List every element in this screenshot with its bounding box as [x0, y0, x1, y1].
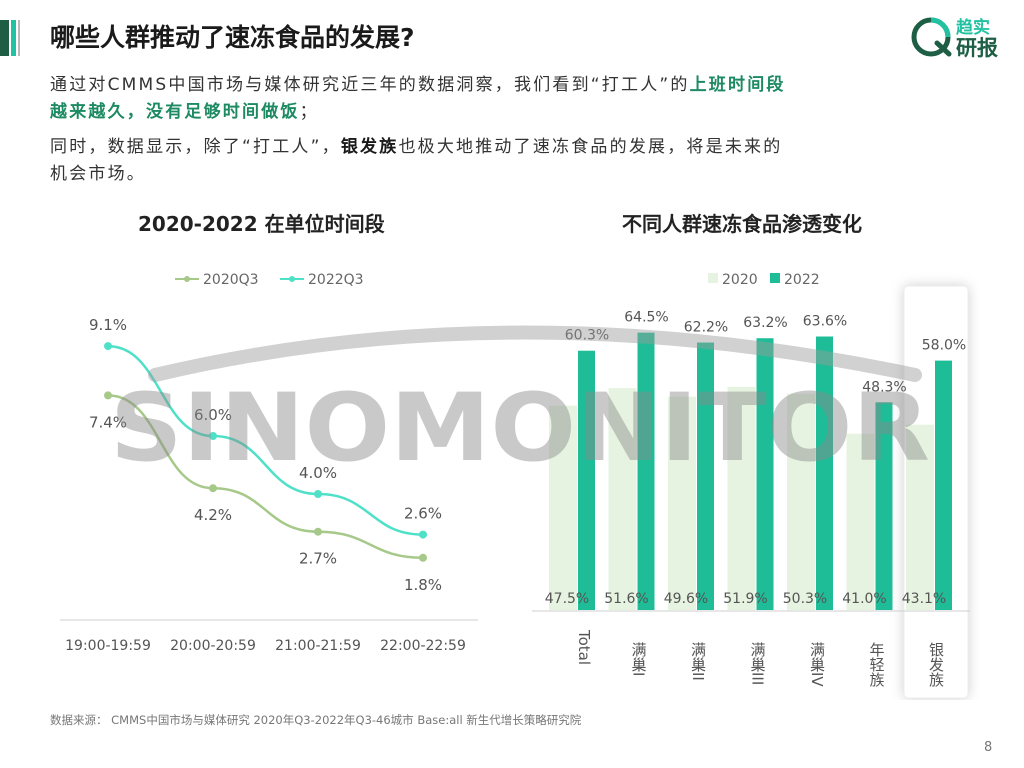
data-label-2020: 51.9%	[723, 591, 767, 607]
data-label-2020: 41.0%	[842, 591, 886, 607]
bar-2022	[875, 402, 893, 610]
series-line-2022Q3	[107, 344, 424, 536]
data-source-note: 数据来源： CMMS中国市场与媒体研究 2020年Q3-2022年Q3-46城市…	[50, 713, 582, 727]
para1-highlight-2: 越来越久，没有足够时间做饭	[50, 102, 300, 122]
legend-swatch-2022	[770, 273, 780, 283]
bar-2022	[935, 360, 952, 610]
x-tick-label: 银发族	[927, 642, 945, 688]
x-tick-label: 满巢II	[689, 642, 707, 681]
data-point-2020Q3	[314, 527, 322, 536]
data-label-2022: 60.3%	[565, 328, 609, 344]
bar-2020	[727, 386, 756, 610]
para2-highlight: 银发族	[340, 137, 399, 157]
data-point-2022Q3	[209, 432, 217, 440]
line-chart: 2020Q3 2022Q3 19:00-19:59 20:00-20:59 21:00-…	[60, 272, 478, 654]
x-tick-label: 年轻族	[868, 642, 886, 688]
data-label-2022Q3: 4.0%	[299, 464, 337, 482]
legend-label-2022Q3: 2022Q3	[308, 272, 364, 288]
x-tick-label: 19:00-19:59	[65, 638, 151, 654]
para1-highlight: 上班时间段	[689, 75, 786, 95]
data-label-2020Q3: 2.7%	[299, 550, 337, 568]
data-point-2022Q3	[314, 490, 322, 498]
para1-text: 通过对CMMS中国市场与媒体研究近三年的数据洞察，我们看到“打工人”的	[50, 75, 690, 95]
data-label-2022: 63.6%	[803, 314, 847, 330]
data-label-2022: 62.2%	[684, 320, 728, 336]
legend-label-2022: 2022	[784, 272, 820, 288]
logo-line1: 趋实	[956, 17, 990, 38]
bar-2020	[549, 405, 577, 610]
legend-label-2020: 2020	[722, 272, 758, 288]
title-accent-bar	[0, 20, 20, 56]
data-point-2022Q3	[104, 342, 112, 351]
para2-line2: 机会市场。	[50, 164, 146, 184]
paragraph-silver: 同时，数据显示，除了“打工人”，银发族也极大地推动了速冻食品的发展，将是未来的 …	[50, 134, 980, 188]
bar-chart: 2020 2022 47.5% 60.3% Total 51.6% 64.5% 满巢I 49.6…	[532, 272, 970, 699]
data-label-2020Q3: 4.2%	[194, 506, 232, 524]
data-label-2020: 47.5%	[545, 591, 589, 607]
bar-2020	[608, 388, 637, 610]
x-tick-label: 满巢I	[630, 642, 648, 676]
bar-2022	[578, 350, 595, 610]
data-label-2022: 58.0%	[922, 338, 966, 354]
x-tick-label: Total	[575, 629, 593, 665]
data-label-2022Q3: 6.0%	[194, 406, 232, 424]
bar-chart-title: 不同人群速冻食品渗透变化	[622, 212, 862, 236]
data-label-2020: 49.6%	[664, 591, 708, 607]
legend-swatch-2020	[708, 273, 718, 283]
page-title: 哪些人群推动了速冻食品的发展?	[50, 23, 415, 52]
data-point-2022Q3	[419, 530, 427, 539]
page-number: 8	[984, 740, 993, 755]
x-tick-label: 22:00-22:59	[380, 638, 466, 654]
data-label-2020: 43.1%	[902, 591, 946, 607]
data-point-2020Q3	[209, 484, 217, 493]
data-label-2022: 48.3%	[862, 379, 906, 395]
paragraph-workers: 通过对CMMS中国市场与媒体研究近三年的数据洞察，我们看到“打工人”的上班时间段…	[50, 72, 980, 126]
para2-text-2: 也极大地推动了速冻食品的发展，将是未来的	[398, 137, 783, 157]
bar-2020	[668, 396, 696, 610]
x-tick-label: 满巢IV	[808, 642, 826, 687]
data-label-2022Q3: 2.6%	[404, 505, 442, 523]
data-point-2020Q3	[104, 391, 112, 400]
data-label-2020: 51.6%	[604, 591, 648, 607]
bar-2020	[906, 424, 934, 610]
data-label-2020: 50.3%	[783, 591, 827, 607]
data-label-2022: 63.2%	[743, 315, 787, 331]
data-label-2020Q3: 1.8%	[404, 576, 442, 594]
x-tick-label: 21:00-21:59	[275, 638, 361, 654]
para1-suffix: ；	[299, 102, 319, 122]
bar-2020	[787, 393, 815, 610]
x-tick-label: 满巢III	[749, 642, 767, 685]
bar-2022	[816, 336, 833, 610]
bar-2022	[697, 342, 714, 610]
data-label-2020Q3: 7.4%	[89, 413, 127, 431]
x-tick-label: 20:00-20:59	[170, 638, 256, 654]
legend-marker-2022Q3	[289, 276, 295, 282]
line-chart-title: 2020-2022 在单位时间段	[138, 212, 385, 236]
bar-2022	[756, 338, 774, 610]
bar-2020	[846, 433, 875, 610]
data-label-2022: 64.5%	[624, 310, 668, 326]
bar-2022	[637, 332, 655, 610]
legend-label-2020Q3: 2020Q3	[203, 272, 259, 288]
data-point-2020Q3	[419, 553, 427, 562]
logo-line2: 研报	[956, 36, 998, 60]
para2-text: 同时，数据显示，除了“打工人”，	[50, 137, 341, 157]
series-line-2020Q3	[107, 394, 424, 560]
legend-marker-2020Q3	[184, 276, 190, 282]
data-label-2022Q3: 9.1%	[89, 316, 127, 334]
brand-logo: 趋实 研报	[909, 12, 1009, 62]
